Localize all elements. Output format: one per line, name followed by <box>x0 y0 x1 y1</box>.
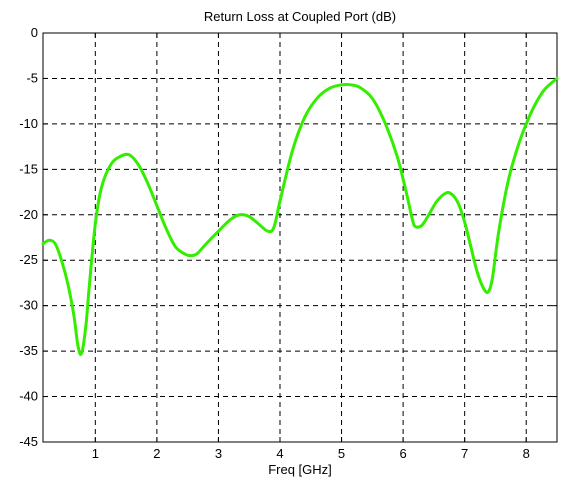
axis-ticks <box>43 32 557 443</box>
y-tick-label: -15 <box>19 161 38 176</box>
grid-lines <box>43 33 557 442</box>
y-tick-label: -35 <box>19 343 38 358</box>
y-tick-label: -40 <box>19 389 38 404</box>
y-tick-label: -45 <box>19 434 38 449</box>
x-tick-label: 3 <box>215 446 222 461</box>
y-tick-label: -20 <box>19 207 38 222</box>
x-tick-label: 4 <box>276 446 283 461</box>
plot-area-frame <box>42 32 558 443</box>
y-tick-label: -5 <box>26 70 38 85</box>
x-tick-label: 2 <box>153 446 160 461</box>
series-line-return-loss <box>41 76 559 356</box>
x-tick-label: 7 <box>461 446 468 461</box>
chart-title: Return Loss at Coupled Port (dB) <box>204 9 396 24</box>
x-tick-label: 8 <box>523 446 530 461</box>
y-tick-label: -25 <box>19 252 38 267</box>
x-tick-label: 5 <box>338 446 345 461</box>
tick-labels: 1 2 3 4 5 6 7 8 0 -5 -10 -15 -20 -25 -30 -35 -40 -45 <box>19 25 530 461</box>
y-tick-label: 0 <box>31 25 38 40</box>
x-tick-label: 6 <box>399 446 406 461</box>
x-tick-label: 1 <box>92 446 99 461</box>
x-axis-label: Freq [GHz] <box>268 462 332 477</box>
y-tick-label: -10 <box>19 116 38 131</box>
y-tick-label: -30 <box>19 298 38 313</box>
